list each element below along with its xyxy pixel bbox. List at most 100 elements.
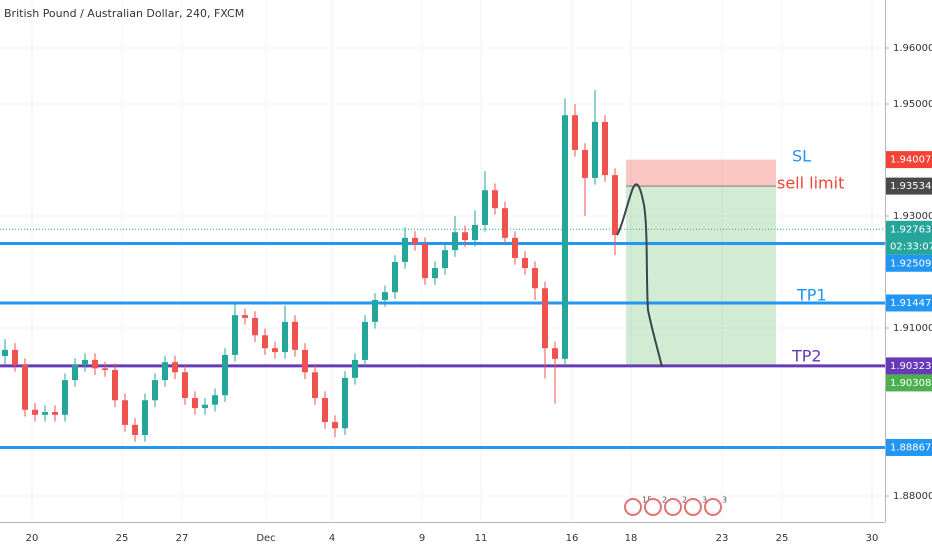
candle-body [152,380,158,401]
candle-body [82,359,88,365]
candle-body [532,268,538,289]
tp2-label: TP2 [791,347,822,366]
event-count: 2 [662,496,667,505]
candle-body [562,115,568,359]
event-count: 3 [722,496,727,505]
candle-body [142,400,148,435]
price-label-box [886,438,932,456]
event-icon [644,498,662,516]
candle-body [392,261,398,293]
candle-body [502,208,508,238]
candle-body [182,372,188,399]
candle-body [32,409,38,415]
target-zone [626,186,776,366]
candle-body [262,335,268,349]
candle-body [332,422,338,429]
candle-body [302,349,308,373]
y-tick-label: 1.96000 [893,43,932,54]
x-tick-label: 11 [475,533,488,544]
event-count: 15 [642,496,652,505]
price-label: 1.88867 [890,442,931,453]
candle-body [362,321,368,360]
candle-body [382,292,388,301]
candle-body [472,224,478,241]
overlay: 15 2 2 3 3 [0,159,885,516]
candle-body [172,362,178,373]
event-icon [664,498,682,516]
candle-body [512,237,518,259]
y-tick-label: 1.95000 [893,99,932,110]
candle-body [202,404,208,409]
candle-body [462,232,468,241]
price-label: 1.93534 [890,181,931,192]
candle-body [222,354,228,396]
price-label-box [886,177,932,195]
candle-body [592,121,598,178]
price-label: 1.94007 [890,155,931,166]
x-tick-label: 23 [716,533,729,544]
price-label: 1.92509 [890,258,931,269]
candle-body [292,321,298,350]
sl-label: SL [792,147,811,166]
countdown-label: 02:33:07 [890,241,932,252]
candle-body [132,424,138,435]
event-icon [624,498,642,516]
price-label-box [886,374,932,392]
x-tick-label: 25 [116,533,129,544]
event-icon [704,498,722,516]
candle-body [92,359,98,369]
price-label: 1.92763 [890,224,931,235]
x-tick-label: 9 [419,533,425,544]
candle-body [322,398,328,423]
candle-body [482,190,488,225]
candle-body [12,349,18,365]
candle-body [42,412,48,415]
price-label-box [886,151,932,169]
x-tick-label: 30 [866,533,879,544]
price-label-box [886,294,932,312]
price-label-box [886,254,932,272]
candle-body [212,395,218,405]
candle-body [422,244,428,279]
event-count: 2 [682,496,687,505]
y-tick-label: 1.88000 [893,491,932,502]
candle-body [522,258,528,269]
candle-body [242,315,248,318]
event-count: 3 [702,496,707,505]
price-label-box [886,357,932,375]
candle-body [542,288,548,349]
candle-body [602,121,608,176]
candle-body [492,190,498,209]
y-tick-label: 1.93000 [893,211,932,222]
candle-body [102,368,108,371]
x-tick-label: Dec [256,533,275,544]
candle-body [72,364,78,381]
x-tick-label: 4 [329,533,335,544]
candle-body [312,372,318,399]
x-tick-label: 27 [176,533,189,544]
tp1-label: TP1 [796,286,827,305]
candle-body [282,321,288,353]
candle-body [432,268,438,279]
chart-title: British Pound / Australian Dollar, 240, … [4,7,244,20]
candle-body [52,412,58,415]
candle-body [2,349,8,357]
candle-body [612,175,618,236]
candle-body [552,348,558,359]
candle-body [252,317,258,336]
candle-body [582,149,588,178]
candle-body [412,237,418,245]
candle-body [272,348,278,353]
event-icon [684,498,702,516]
stop-zone [626,159,776,187]
candles [2,89,618,442]
candle-body [572,115,578,150]
candle-body [342,377,348,429]
candle-body [372,300,378,322]
price-label: 1.90308 [890,378,931,389]
candle-body [122,400,128,425]
candle-body [352,359,358,378]
price-label: 1.90323 [890,361,931,372]
axis-labels: 20 25 27 Dec 4 9 11 16 18 23 25 301.960001.950001.9… [26,43,932,544]
